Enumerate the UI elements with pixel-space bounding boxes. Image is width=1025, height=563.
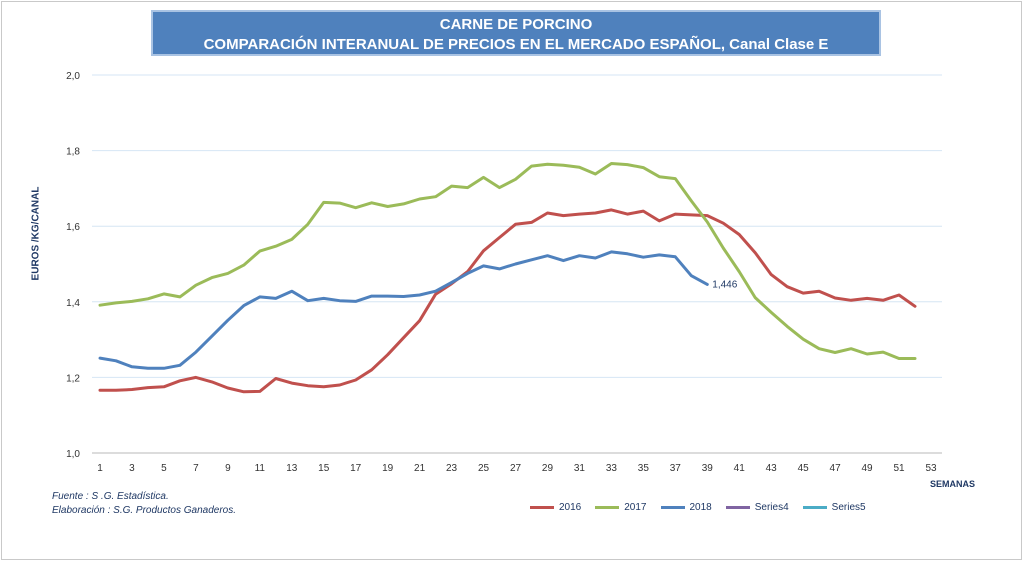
x-tick-label: 31: [574, 463, 586, 474]
y-tick-label: 1,8: [66, 147, 80, 158]
x-tick-label: 35: [638, 463, 650, 474]
x-tick-label: 41: [734, 463, 746, 474]
y-tick-label: 1,6: [66, 222, 80, 233]
x-tick-label: 39: [702, 463, 714, 474]
chart-title-box: CARNE DE PORCINO COMPARACIÓN INTERANUAL …: [151, 10, 881, 56]
x-tick-label: 27: [510, 463, 522, 474]
chart-subtitle: COMPARACIÓN INTERANUAL DE PRECIOS EN EL …: [203, 36, 829, 53]
x-tick-label: 15: [318, 463, 330, 474]
legend-item: Series5: [802, 502, 866, 513]
x-tick-label: 23: [446, 463, 458, 474]
x-tick-label: 45: [798, 463, 810, 474]
series-line-2017: [98, 162, 917, 360]
annotations: 1,446: [712, 279, 737, 290]
x-tick-label: 53: [925, 463, 937, 474]
source-line-1: Fuente : S .G. Estadística.: [52, 491, 169, 502]
legend-item: 2017: [595, 502, 647, 513]
x-tick-label: 49: [862, 463, 874, 474]
y-tick-labels: 2,0 1,8 1,6 1,4 1,2 1,0: [66, 71, 80, 460]
legend-swatch: [595, 506, 620, 509]
x-tick-label: 13: [286, 463, 298, 474]
x-tick-label: 3: [129, 463, 135, 474]
source-note: Fuente : S .G. Estadística. Elaboración …: [52, 490, 236, 518]
chart-legend: 2016 2017 2018 Series4 Series5: [530, 502, 880, 513]
x-tick-label: 7: [193, 463, 199, 474]
x-tick-label: 19: [382, 463, 394, 474]
legend-item: 2016: [530, 502, 581, 513]
x-tick-label: 11: [255, 463, 266, 474]
x-tick-label: 29: [542, 463, 554, 474]
x-tick-labels: 1 3 5 7 9 11 13 15 17 19 21 23 25 27 29 31 33 35 37 39 41 43 4…: [97, 463, 937, 474]
data-label: 1,446: [712, 279, 737, 290]
y-tick-label: 1,4: [66, 298, 80, 309]
series-lines: [98, 162, 917, 394]
x-tick-label: 1: [97, 463, 103, 474]
legend-swatch: [660, 506, 685, 509]
x-tick-label: 37: [670, 463, 682, 474]
y-tick-label: 1,2: [66, 373, 80, 384]
legend-label: 2016: [559, 502, 582, 513]
legend-label: Series5: [831, 502, 866, 513]
x-tick-label: 17: [350, 463, 362, 474]
legend-item: Series4: [725, 502, 789, 513]
x-tick-label: 9: [225, 463, 231, 474]
x-tick-label: 47: [830, 463, 842, 474]
legend-label: 2017: [624, 502, 647, 513]
x-tick-label: 33: [606, 463, 618, 474]
x-tick-label: 5: [161, 463, 167, 474]
series-line-2018: [98, 250, 709, 370]
legend-label: 2018: [689, 502, 712, 513]
source-line-2: Elaboración : S.G. Productos Ganaderos.: [52, 505, 236, 516]
gridlines: [92, 74, 942, 454]
legend-swatch: [725, 506, 750, 509]
legend-item: 2018: [660, 502, 712, 513]
x-tick-label: 51: [893, 463, 905, 474]
y-tick-label: 1,0: [66, 449, 80, 460]
legend-label: Series4: [754, 502, 789, 513]
x-tick-label: 21: [414, 463, 426, 474]
x-tick-label: 25: [478, 463, 490, 474]
legend-swatch: [530, 506, 554, 509]
legend-swatch: [802, 506, 827, 509]
x-axis-label: SEMANAS: [930, 479, 976, 489]
y-tick-label: 2,0: [66, 71, 80, 82]
chart-title: CARNE DE PORCINO: [439, 16, 593, 33]
series-line-2016: [98, 208, 917, 394]
x-tick-label: 43: [766, 463, 778, 474]
